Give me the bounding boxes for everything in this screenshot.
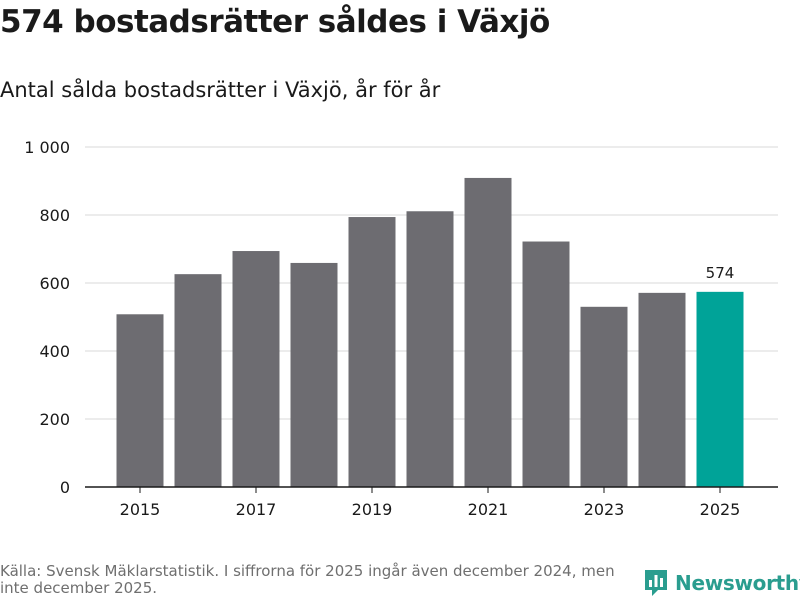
y-tick-label: 1 000 bbox=[24, 138, 70, 157]
newsworthy-logo-icon bbox=[645, 570, 667, 596]
bar bbox=[580, 306, 628, 487]
x-tick-label: 2015 bbox=[120, 500, 161, 519]
bar-chart: 0 200 400 600 800 1 000 574 2015 2017 2019 2021 202… bbox=[24, 138, 778, 519]
bar bbox=[406, 211, 454, 487]
newsworthy-logo: Newsworthy bbox=[643, 568, 800, 598]
x-tick-label: 2023 bbox=[584, 500, 625, 519]
y-tick-label: 800 bbox=[39, 206, 70, 225]
bar bbox=[638, 292, 686, 487]
bar bbox=[464, 177, 512, 487]
x-tick-label: 2025 bbox=[700, 500, 741, 519]
source-note: Källa: Svensk Mäklarstatistik. I siffror… bbox=[0, 562, 615, 597]
bar-value-label: 574 bbox=[706, 264, 735, 282]
x-tick-label: 2021 bbox=[468, 500, 509, 519]
bar bbox=[522, 241, 570, 487]
y-tick-label: 200 bbox=[39, 410, 70, 429]
bar-highlight bbox=[696, 291, 744, 487]
bar bbox=[348, 217, 396, 488]
bar bbox=[174, 274, 222, 487]
x-tick-label: 2019 bbox=[352, 500, 393, 519]
y-tick-label: 600 bbox=[39, 274, 70, 293]
y-tick-label: 0 bbox=[60, 478, 70, 497]
x-tick-label: 2017 bbox=[236, 500, 277, 519]
y-tick-label: 400 bbox=[39, 342, 70, 361]
bar bbox=[290, 262, 338, 487]
bar bbox=[232, 251, 280, 487]
chart-title: 574 bostadsrätter såldes i Växjö bbox=[0, 4, 550, 40]
chart-subtitle: Antal sålda bostadsrätter i Växjö, år fö… bbox=[0, 78, 441, 102]
bar bbox=[116, 314, 164, 487]
newsworthy-logo-text: Newsworthy bbox=[675, 571, 800, 595]
